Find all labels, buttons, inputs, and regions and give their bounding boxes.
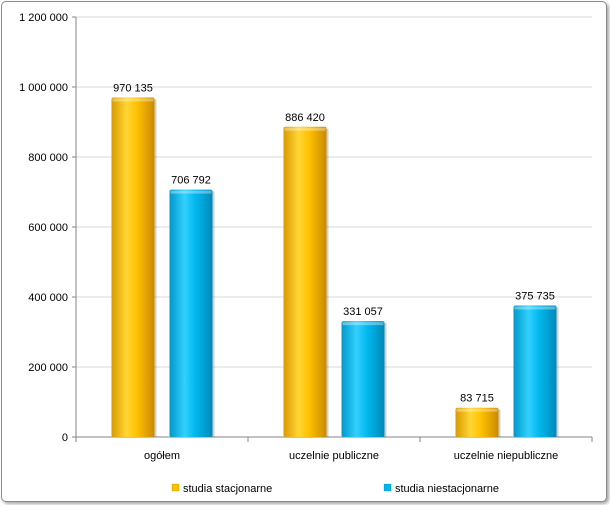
gridlines: [76, 16, 592, 368]
data-label: 83 715: [460, 393, 494, 405]
bar-highlight: [284, 127, 326, 131]
y-tick-label: 1 000 000: [19, 82, 68, 94]
x-category-label: ogółem: [144, 450, 180, 462]
data-labels: 970 135 886 420 83 715 706 792 331 057 375 73…: [113, 82, 555, 404]
x-category-label: uczelnie publiczne: [289, 450, 379, 462]
bar: [169, 189, 213, 437]
y-tick-label: 0: [62, 432, 68, 444]
data-label: 331 057: [343, 306, 383, 318]
bars: [111, 97, 559, 438]
bar-highlight: [342, 322, 384, 326]
data-label: 375 735: [515, 290, 555, 302]
bar-highlight: [170, 190, 212, 194]
y-tick-label: 400 000: [28, 292, 68, 304]
bar: [341, 321, 385, 437]
bar-highlight: [456, 408, 498, 412]
bar: [111, 97, 155, 437]
bar: [513, 305, 557, 437]
bar-highlight: [514, 306, 556, 310]
bar: [283, 126, 327, 438]
y-tick-label: 200 000: [28, 362, 68, 374]
bar: [455, 407, 499, 437]
legend-label: studia stacjonarne: [183, 483, 272, 495]
bar-highlight: [112, 98, 154, 102]
legend-swatch: [171, 483, 180, 492]
legend-swatch: [383, 483, 392, 492]
data-label: 970 135: [113, 82, 153, 94]
legend: studia stacjonarne studia niestacjonarne: [171, 483, 499, 495]
axes: 0 200 000 400 000 600 000 800 000 1 000 000 1 …: [19, 12, 593, 462]
y-tick-label: 600 000: [28, 222, 68, 234]
y-tick-label: 1 200 000: [19, 12, 68, 24]
y-tick-label: 800 000: [28, 152, 68, 164]
legend-label: studia niestacjonarne: [395, 483, 499, 495]
data-label: 886 420: [285, 112, 325, 124]
data-label: 706 792: [171, 175, 211, 187]
x-category-label: uczelnie niepubliczne: [454, 450, 559, 462]
